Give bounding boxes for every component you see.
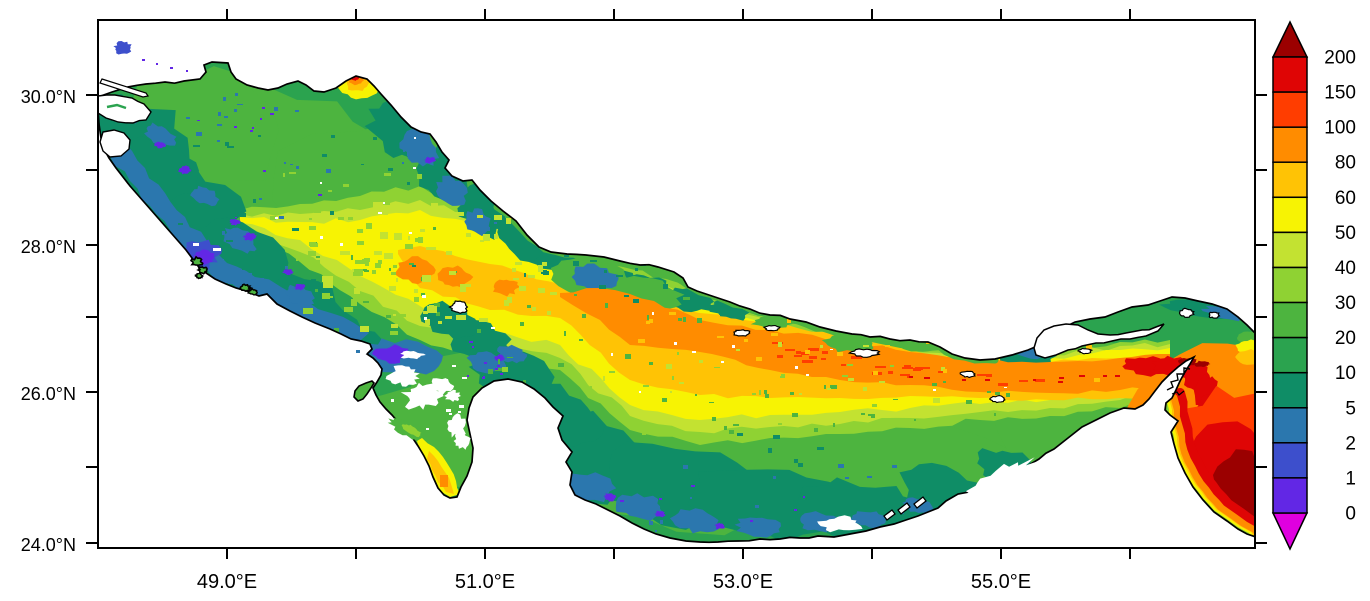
svg-text:53.0°E: 53.0°E: [713, 571, 773, 593]
svg-text:40: 40: [1335, 258, 1356, 279]
svg-text:80: 80: [1335, 153, 1356, 174]
svg-text:26.0°N: 26.0°N: [21, 384, 76, 404]
svg-text:49.0°E: 49.0°E: [197, 571, 257, 593]
svg-text:20: 20: [1335, 328, 1356, 349]
svg-text:50: 50: [1335, 223, 1356, 244]
svg-text:10: 10: [1335, 363, 1356, 384]
svg-text:2: 2: [1345, 433, 1356, 454]
svg-text:60: 60: [1335, 188, 1356, 209]
svg-text:0: 0: [1345, 504, 1356, 525]
svg-text:100: 100: [1324, 118, 1356, 139]
svg-text:28.0°N: 28.0°N: [21, 237, 76, 257]
svg-text:55.0°E: 55.0°E: [971, 571, 1031, 593]
svg-text:30.0°N: 30.0°N: [21, 87, 76, 107]
svg-text:30: 30: [1335, 293, 1356, 314]
svg-text:200: 200: [1324, 48, 1356, 69]
svg-text:51.0°E: 51.0°E: [455, 571, 515, 593]
svg-text:150: 150: [1324, 83, 1356, 104]
svg-text:1: 1: [1345, 468, 1356, 489]
svg-text:24.0°N: 24.0°N: [21, 535, 76, 555]
svg-text:5: 5: [1345, 398, 1356, 419]
